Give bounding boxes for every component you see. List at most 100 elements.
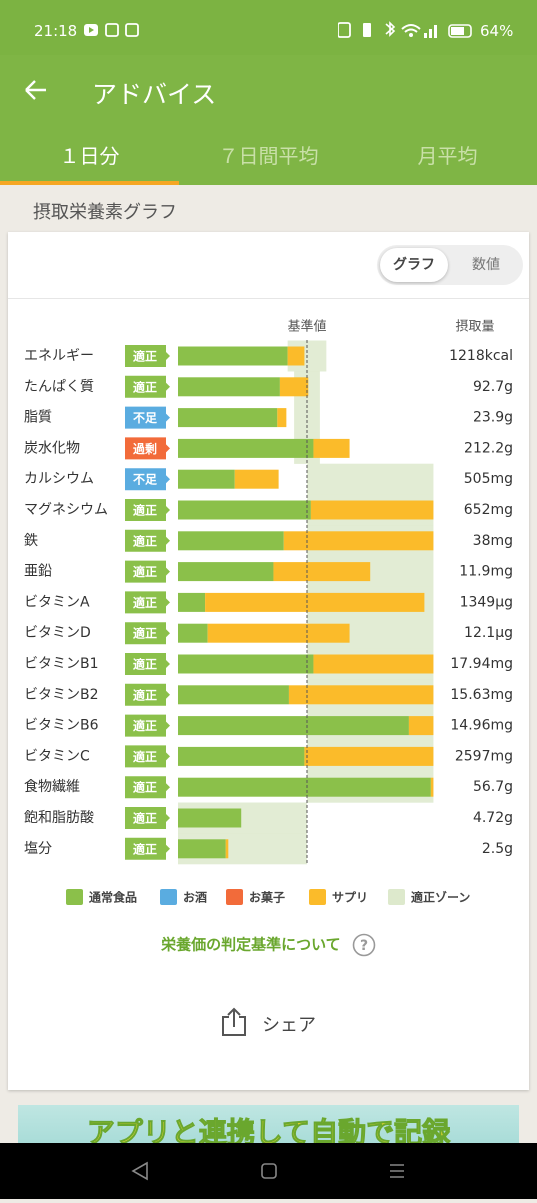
bar-segment xyxy=(178,346,288,366)
toggle-option[interactable]: グラフ xyxy=(380,248,448,282)
bar-segment xyxy=(178,377,280,397)
intake-header: 摂取量 xyxy=(455,319,494,335)
status-badge xyxy=(125,560,170,583)
back-button[interactable] xyxy=(24,79,48,101)
nav-home[interactable] xyxy=(261,1163,277,1179)
app-bar: アドバイス xyxy=(0,55,537,185)
share-icon[interactable] xyxy=(220,1007,248,1037)
status-label: 適正 xyxy=(133,349,157,364)
intake-value: 505mg xyxy=(464,471,513,487)
bar-segment xyxy=(178,716,409,736)
bar-segment xyxy=(283,531,434,551)
bar-segment xyxy=(178,685,289,705)
bar-segment xyxy=(178,469,235,489)
status-badge xyxy=(125,375,170,398)
bar-segment xyxy=(225,839,229,859)
status-badge xyxy=(125,437,170,460)
nutrient-name: エネルギー xyxy=(24,348,94,364)
intake-value: 92.7g xyxy=(473,379,513,395)
status-badge xyxy=(125,807,170,829)
status-badge xyxy=(125,591,170,614)
legend-swatch xyxy=(226,889,243,905)
intake-value: 1218kcal xyxy=(449,348,513,364)
nutrient-name: 亜鉛 xyxy=(24,564,52,580)
status-label: 不足 xyxy=(133,473,157,487)
toggle-option[interactable]: 数値 xyxy=(472,257,500,273)
nutrient-name: ビタミンB1 xyxy=(24,656,99,672)
banner[interactable]: アプリと連携して自動で記録 xyxy=(18,1105,519,1145)
nutrient-name: 食物繊維 xyxy=(24,779,80,795)
bar-segment xyxy=(207,623,350,643)
bar-segment xyxy=(178,623,208,643)
status-label: 適正 xyxy=(133,780,157,795)
intake-value: 2597mg xyxy=(455,748,513,764)
status-label: 適正 xyxy=(133,379,157,394)
link-text: 栄養価の判定基準について xyxy=(161,935,341,954)
status-label: 適正 xyxy=(133,533,157,548)
tab[interactable]: １日分 xyxy=(59,144,120,168)
legend-label: お菓子 xyxy=(249,890,285,905)
status-badge xyxy=(125,529,170,552)
intake-value: 15.63mg xyxy=(450,687,513,703)
bar-segment xyxy=(234,469,279,489)
status-badge xyxy=(125,468,170,491)
clock: 21:18 xyxy=(34,22,78,40)
status-badge xyxy=(125,837,170,860)
status-label: 適正 xyxy=(133,687,157,702)
nutrient-name: ビタミンD xyxy=(24,625,91,641)
legend-swatch xyxy=(388,889,405,905)
share-button[interactable]: シェア xyxy=(262,1015,316,1036)
intake-value: 4.72g xyxy=(473,810,513,826)
svg-text:?: ? xyxy=(360,938,368,954)
intake-value: 17.94mg xyxy=(450,656,513,672)
notification-icons xyxy=(84,23,139,37)
tab[interactable]: ７日間平均 xyxy=(218,144,319,168)
tab[interactable]: 月平均 xyxy=(417,144,478,168)
nutrient-name: 飽和脂肪酸 xyxy=(24,810,94,826)
legend-swatch xyxy=(160,889,177,905)
status-label: 適正 xyxy=(133,718,157,733)
intake-value: 12.1μg xyxy=(464,625,513,641)
divider xyxy=(8,298,529,299)
bar-segment xyxy=(178,500,311,520)
criteria-link[interactable]: 栄養価の判定基準について ? xyxy=(0,933,537,957)
nutrient-name: ビタミンA xyxy=(24,594,90,610)
status-label: 適正 xyxy=(133,841,157,856)
bar-segment xyxy=(408,716,434,736)
banner-text: アプリと連携して自動で記録 xyxy=(86,1116,451,1146)
intake-value: 11.9mg xyxy=(459,564,513,580)
legend-label: サプリ xyxy=(332,890,368,905)
nav-buttons xyxy=(131,1161,404,1181)
legend-swatch xyxy=(66,889,83,905)
bar-segment xyxy=(304,746,434,766)
status-badge xyxy=(125,714,170,737)
nav-menu[interactable] xyxy=(390,1164,404,1178)
nav-back[interactable] xyxy=(131,1161,148,1181)
bar-segment xyxy=(313,654,434,674)
bar-segment xyxy=(430,777,434,797)
bar-segment xyxy=(178,777,431,797)
status-badge xyxy=(125,499,170,521)
bar-segment xyxy=(279,377,309,397)
bar-segment xyxy=(288,685,434,705)
system-icons xyxy=(338,21,472,38)
status-label: 適正 xyxy=(133,626,157,641)
reference-header: 基準値 xyxy=(287,319,326,335)
bar-segment xyxy=(205,592,425,612)
bar-segment xyxy=(313,438,350,458)
legend-label: お酒 xyxy=(183,891,207,905)
status-label: 適正 xyxy=(133,811,157,826)
status-badge xyxy=(125,653,170,675)
bar-segment xyxy=(178,746,305,766)
status-label: 適正 xyxy=(133,595,157,610)
legend-swatch xyxy=(309,889,326,905)
legend-label: 通常食品 xyxy=(89,890,137,905)
bar-segment xyxy=(287,346,305,366)
intake-value: 1349μg xyxy=(460,594,513,610)
intake-value: 38mg xyxy=(473,533,513,549)
bar-segment xyxy=(277,408,287,428)
intake-value: 14.96mg xyxy=(450,718,513,734)
bar-segment xyxy=(178,531,284,551)
